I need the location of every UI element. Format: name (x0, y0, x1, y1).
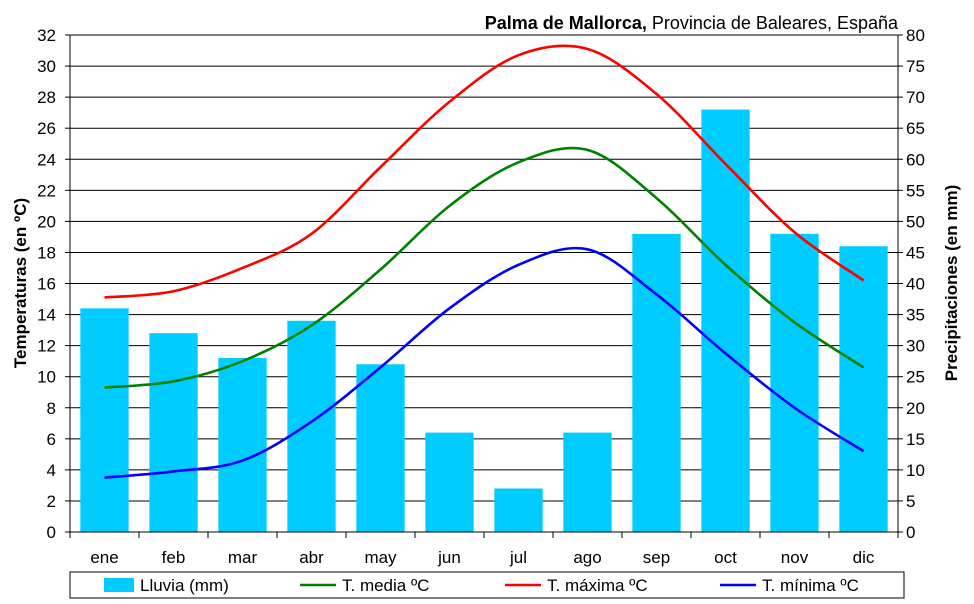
y-right-tick-label: 50 (906, 212, 925, 231)
bar-ene (80, 308, 129, 532)
y-left-tick-label: 22 (37, 181, 56, 200)
lines (104, 44, 865, 479)
bar-abr (287, 320, 336, 532)
axes: 0246810121416182022242628303205101520253… (37, 26, 925, 567)
y-right-tick-label: 5 (906, 492, 915, 511)
legend-label: T. máxima ºC (547, 576, 648, 595)
y-left-tick-label: 28 (37, 88, 56, 107)
legend: Lluvia (mm) T. media ºC T. máxima ºC T. mín… (69, 571, 905, 599)
y-right-tick-label: 0 (906, 523, 915, 542)
chart-title-bold: Palma de Mallorca, (485, 13, 647, 33)
y-right-tick-label: 45 (906, 243, 925, 262)
x-tick-label-dic: dic (853, 548, 875, 567)
y-left-tick-label: 20 (37, 212, 56, 231)
bar-jul (494, 488, 543, 532)
legend-box (69, 571, 905, 599)
y-left-tick-label: 14 (37, 306, 56, 325)
x-tick-label-mar: mar (228, 548, 258, 567)
bar-nov (770, 233, 819, 533)
bar-may (356, 364, 405, 532)
y-left-tick-label: 16 (37, 275, 56, 294)
y-right-tick-label: 15 (906, 430, 925, 449)
y-right-tick-label: 55 (906, 181, 925, 200)
y-right-tick-label: 75 (906, 57, 925, 76)
y-left-tick-label: 6 (47, 430, 56, 449)
y-left-tick-label: 4 (47, 461, 56, 480)
legend-label: T. mínima ºC (762, 576, 859, 595)
grid (70, 34, 898, 533)
x-tick-label-abr: abr (299, 548, 324, 567)
y-axis-left-title: Temperaturas (en ºC) (11, 198, 30, 368)
legend-label: Lluvia (mm) (140, 576, 229, 595)
x-tick-label-ago: ago (573, 548, 601, 567)
x-tick-label-feb: feb (162, 548, 186, 567)
y-left-tick-label: 30 (37, 57, 56, 76)
x-tick-label-jul: jul (509, 548, 527, 567)
y-left-tick-label: 18 (37, 243, 56, 262)
legend-label: T. media ºC (342, 576, 429, 595)
y-left-tick-label: 32 (37, 26, 56, 45)
bar-dic (839, 246, 888, 532)
series-line-T. mínima ºC (104, 246, 865, 479)
y-left-tick-label: 26 (37, 119, 56, 138)
y-right-tick-label: 35 (906, 306, 925, 325)
x-tick-label-may: may (364, 548, 397, 567)
y-right-tick-label: 70 (906, 88, 925, 107)
y-right-tick-label: 80 (906, 26, 925, 45)
x-tick-label-oct: oct (714, 548, 737, 567)
y-axis-right-title: Precipitaciones (en mm) (942, 185, 961, 382)
bar-feb (149, 333, 198, 532)
bar-sep (632, 233, 681, 533)
chart-title: Palma de Mallorca, Provincia de Baleares… (485, 13, 899, 33)
bar-oct (701, 109, 750, 533)
y-left-tick-label: 24 (37, 150, 56, 169)
y-left-tick-label: 10 (37, 368, 56, 387)
y-right-tick-label: 40 (906, 275, 925, 294)
y-left-tick-label: 8 (47, 399, 56, 418)
series-line-T. máxima ºC (104, 44, 865, 299)
chart-title-rest: Provincia de Baleares, España (647, 13, 899, 33)
y-right-tick-label: 20 (906, 399, 925, 418)
bar-jun (425, 432, 474, 532)
y-right-tick-label: 30 (906, 337, 925, 356)
x-tick-label-sep: sep (643, 548, 670, 567)
bars (80, 109, 888, 533)
legend-swatch-bar (104, 578, 134, 592)
y-right-tick-label: 10 (906, 461, 925, 480)
x-tick-label-ene: ene (90, 548, 118, 567)
y-left-tick-label: 2 (47, 492, 56, 511)
y-left-tick-label: 0 (47, 523, 56, 542)
bar-ago (563, 432, 612, 532)
x-tick-label-nov: nov (781, 548, 809, 567)
bar-mar (218, 358, 267, 532)
y-right-tick-label: 25 (906, 368, 925, 387)
series-line-T. media ºC (104, 146, 865, 389)
y-right-tick-label: 60 (906, 150, 925, 169)
x-tick-label-jun: jun (437, 548, 461, 567)
y-right-tick-label: 65 (906, 119, 925, 138)
y-left-tick-label: 12 (37, 337, 56, 356)
